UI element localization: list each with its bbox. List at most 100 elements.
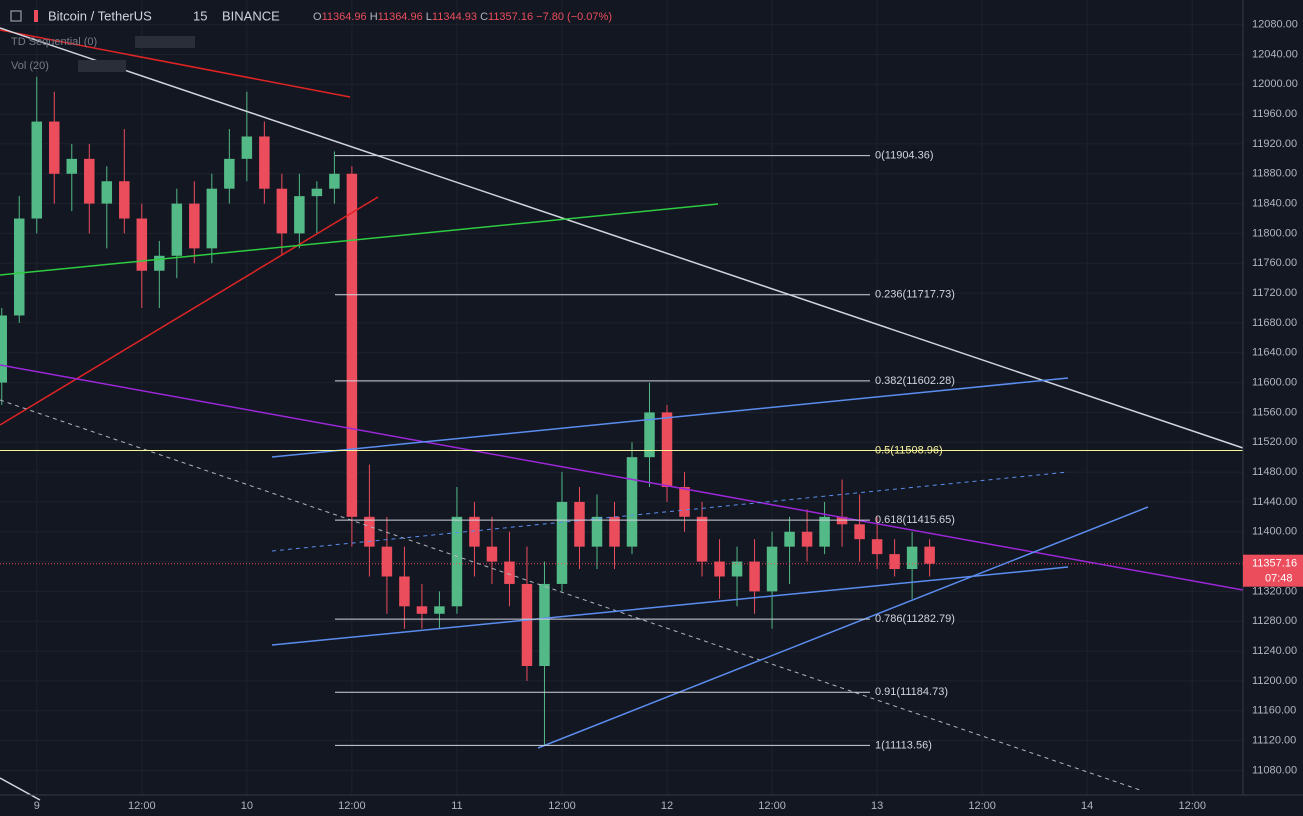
candle-body <box>154 255 165 271</box>
indicator-buttons[interactable] <box>78 60 126 72</box>
candle-body <box>889 554 900 570</box>
candle-body <box>311 188 323 197</box>
x-tick-label: 12 <box>661 800 673 812</box>
y-tick-label: 11840.00 <box>1252 198 1297 210</box>
ohlc-key: C <box>480 11 488 23</box>
ohlc-value: 11364.96 <box>378 11 423 23</box>
y-tick-label: 11520.00 <box>1252 436 1297 448</box>
x-tick-label: 12:00 <box>128 800 156 812</box>
interval[interactable]: 15 <box>193 8 207 23</box>
candle-body <box>679 486 690 517</box>
y-tick-label: 11480.00 <box>1252 466 1297 478</box>
trend-line <box>0 29 351 98</box>
fib-label: 1(11113.56) <box>875 739 932 751</box>
symbol-icon <box>34 10 38 22</box>
collapse-icon[interactable] <box>10 10 22 22</box>
exchange[interactable]: BINANCE <box>222 8 280 23</box>
y-tick-label: 11120.00 <box>1252 734 1296 746</box>
x-tick-label: 13 <box>871 800 883 812</box>
ohlc-value: 11357.16 <box>488 11 533 23</box>
change: −7.80 (−0.07%) <box>536 11 612 23</box>
drawings <box>0 27 1244 801</box>
x-tick-label: 14 <box>1081 800 1093 812</box>
price-tag <box>1243 554 1303 587</box>
candle-body <box>119 181 130 219</box>
candle-body <box>714 561 725 577</box>
fib-label: 0.382(11602.28) <box>875 375 955 387</box>
x-tick-label: 12:00 <box>548 800 576 812</box>
candle-body <box>434 606 445 614</box>
indicator-buttons[interactable] <box>135 36 195 48</box>
y-tick-label: 12080.00 <box>1252 19 1298 31</box>
trend-line <box>0 364 1244 591</box>
ohlc-key: O <box>313 11 322 23</box>
candle-body <box>469 516 480 547</box>
grid <box>0 0 1243 795</box>
trend-line <box>537 506 1149 749</box>
candle-body <box>556 501 568 584</box>
candle-body <box>346 173 358 517</box>
x-tick-label: 12:00 <box>758 800 786 812</box>
symbol[interactable]: Bitcoin / TetherUS <box>48 8 152 23</box>
y-tick-label: 11720.00 <box>1252 287 1297 299</box>
candle-body <box>241 136 253 159</box>
trend-line <box>0 777 41 801</box>
candle-body <box>259 136 270 189</box>
candle-body <box>49 121 60 174</box>
fib-label: 0.786(11282.79) <box>875 613 955 625</box>
candle-body <box>574 501 585 547</box>
y-tick-label: 11920.00 <box>1252 138 1297 150</box>
candle-body <box>381 546 393 577</box>
x-tick-label: 11 <box>451 800 462 812</box>
x-tick-label: 12:00 <box>968 800 996 812</box>
candle-body <box>819 516 830 547</box>
ohlc-value: 11364.96 <box>322 11 367 23</box>
y-tick-label: 11400.00 <box>1252 526 1297 538</box>
candle-body <box>31 121 43 219</box>
trend-line <box>0 399 1141 791</box>
candle-body <box>189 203 200 249</box>
candle-body <box>66 158 78 174</box>
fib-label: 0(11904.36) <box>875 150 934 162</box>
candle-body <box>924 546 935 564</box>
channel-line <box>271 377 1069 458</box>
candle-body <box>416 606 428 614</box>
y-tick-label: 12000.00 <box>1252 78 1298 90</box>
candle-body <box>801 531 813 547</box>
candle-body <box>854 524 865 540</box>
candle-body <box>731 561 743 577</box>
candle-body <box>871 539 883 555</box>
candle-body <box>451 516 463 607</box>
candle-body <box>294 196 305 234</box>
x-tick-label: 12:00 <box>1178 800 1206 812</box>
candle-body <box>661 412 673 487</box>
candle-body <box>206 188 218 249</box>
y-tick-label: 11760.00 <box>1252 257 1297 269</box>
candle-body <box>14 218 25 316</box>
candle-body <box>504 561 515 584</box>
x-tick-label: 12:00 <box>338 800 366 812</box>
trend-line <box>0 196 379 426</box>
candle-body <box>84 158 95 204</box>
axes: 11080.00 11120.00 11160.00 11200.00 11240.00… <box>34 19 1303 812</box>
ohlc-value: 11344.93 <box>432 11 477 23</box>
candle-body <box>364 516 375 547</box>
y-tick-label: 11280.00 <box>1252 615 1297 627</box>
candle-body <box>0 315 8 383</box>
fibonacci: 0(11904.36) 0.236(11717.73) 0.382(11602.28… <box>0 150 1243 751</box>
candle-body <box>136 218 148 271</box>
y-tick-label: 12040.00 <box>1252 48 1298 60</box>
candle-body <box>171 203 183 256</box>
indicator[interactable]: TD Sequential (0) <box>11 36 97 48</box>
countdown: 07:48 <box>1265 573 1293 585</box>
y-tick-label: 11200.00 <box>1252 675 1297 687</box>
indicator[interactable]: Vol (20) <box>11 60 49 72</box>
y-tick-label: 11440.00 <box>1252 496 1297 508</box>
trend-line <box>0 203 719 276</box>
candle-body <box>626 457 638 547</box>
y-tick-label: 11240.00 <box>1252 645 1297 657</box>
y-tick-label: 11640.00 <box>1252 347 1297 359</box>
candle-body <box>101 181 113 204</box>
ohlc-key: L <box>426 11 432 23</box>
